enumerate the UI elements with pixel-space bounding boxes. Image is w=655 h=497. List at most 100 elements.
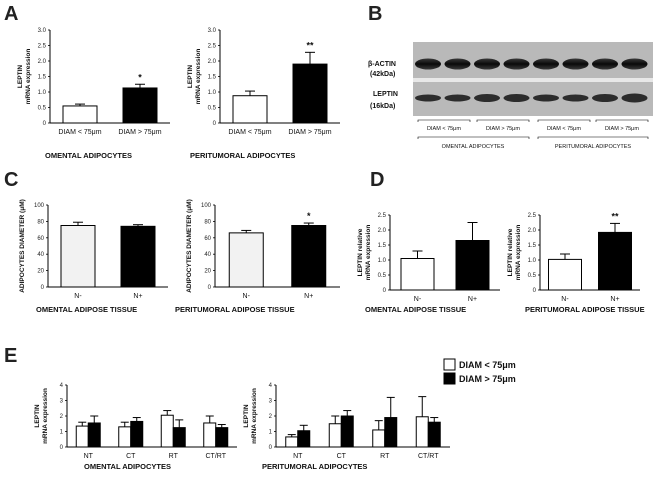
x-tick-label: CT/RT xyxy=(418,453,439,460)
y-axis-label: ADIPOCYTES DIAMETER (μM) xyxy=(186,199,193,293)
y-tick-label: 2.5 xyxy=(528,213,537,219)
y-tick-label: 2 xyxy=(269,414,273,420)
legend: DIAM < 75μm DIAM > 75μm xyxy=(443,358,516,385)
x-tick-label: NT xyxy=(84,453,94,460)
leptin-band xyxy=(533,94,559,102)
y-tick-label: 1.0 xyxy=(208,90,217,96)
y-tick-label: 20 xyxy=(37,269,44,275)
y-tick-label: 0.5 xyxy=(208,106,217,112)
y-tick-label: 40 xyxy=(37,252,44,258)
y-tick-label: 60 xyxy=(204,236,211,242)
y-tick-label: 1.5 xyxy=(208,75,217,81)
bar xyxy=(291,225,327,288)
y-axis-label-line: mRNA expression xyxy=(25,49,32,105)
y-tick-label: 2.0 xyxy=(208,59,217,65)
lane-label: DIAM > 75μm xyxy=(486,126,520,132)
y-axis-label-line: LEPTIN xyxy=(187,65,194,88)
bar xyxy=(427,421,441,448)
y-tick-label: 3 xyxy=(60,399,64,405)
lane-label: DIAM > 75μm xyxy=(605,126,639,132)
x-tick-label: RT xyxy=(169,453,179,460)
significance-marker: * xyxy=(307,211,311,221)
bar xyxy=(292,63,328,124)
x-tick-label: DIAM > 75μm xyxy=(288,129,331,136)
y-tick-label: 2.0 xyxy=(38,59,47,65)
y-axis-label: LEPTIN relativemRNA expression xyxy=(357,225,372,281)
legend-label-large: DIAM > 75μm xyxy=(459,374,516,384)
leptin-band xyxy=(562,94,589,102)
chart-caption: PERITUMORAL ADIPOSE TISSUE xyxy=(175,305,295,314)
x-tick-label: N- xyxy=(414,296,422,303)
y-tick-label: 60 xyxy=(37,236,44,242)
x-tick-label: N- xyxy=(561,296,569,303)
y-axis-label-line: LEPTIN xyxy=(17,65,24,88)
y-tick-label: 20 xyxy=(204,269,211,275)
y-tick-label: 2.5 xyxy=(38,44,47,50)
y-tick-label: 0 xyxy=(208,285,212,291)
leptin-band xyxy=(592,94,618,102)
y-axis-label-line: LEPTIN xyxy=(34,404,41,427)
actin-band xyxy=(592,58,618,70)
bar xyxy=(75,425,89,448)
y-tick-label: 0 xyxy=(213,121,217,127)
bar xyxy=(598,231,632,291)
bar xyxy=(160,414,174,448)
y-tick-label: 100 xyxy=(34,203,45,209)
y-tick-label: 80 xyxy=(204,219,211,225)
chart-caption: OMENTAL ADIPOSE TISSUE xyxy=(365,305,466,314)
group-bracket xyxy=(537,136,649,139)
bar xyxy=(215,427,229,448)
y-axis-label-line: ADIPOCYTES DIAMETER (μM) xyxy=(19,199,26,293)
blot-label-leptin-kda: (16kDa) xyxy=(370,103,395,110)
x-tick-label: CT/RT xyxy=(206,453,227,460)
chart-e1: 0 1 2 3 4 LEPTINmRNA expression NT CT RT CT/RT OME… xyxy=(34,383,237,471)
blot-label-actin: β-ACTIN xyxy=(368,61,396,68)
blot-separator xyxy=(413,78,653,82)
x-tick-label: DIAM < 75μm xyxy=(58,129,101,136)
chart-caption: OMENTAL ADIPOCYTES xyxy=(84,462,171,471)
western-blot: β-ACTIN (42kDa) LEPTIN (16kDa) DIAM < 75… xyxy=(368,42,653,150)
bar xyxy=(415,416,429,448)
panel-letter-d: D xyxy=(370,169,384,191)
panel-letter-a: A xyxy=(4,3,18,25)
y-tick-label: 1 xyxy=(269,430,273,436)
bar xyxy=(340,415,354,448)
y-tick-label: 0 xyxy=(60,445,64,451)
x-tick-label: N+ xyxy=(133,293,142,300)
y-axis-label-line: mRNA expression xyxy=(195,49,202,105)
lane-bracket xyxy=(595,119,649,122)
y-tick-label: 3.0 xyxy=(38,28,47,34)
x-tick-label: DIAM > 75μm xyxy=(118,129,161,136)
y-tick-label: 0 xyxy=(41,285,45,291)
bar xyxy=(297,430,311,448)
bar xyxy=(232,95,268,124)
y-tick-label: 4 xyxy=(269,383,273,389)
bar xyxy=(285,436,299,448)
y-tick-label: 0 xyxy=(383,288,387,294)
y-tick-label: 4 xyxy=(60,383,64,389)
y-tick-label: 80 xyxy=(37,219,44,225)
y-tick-label: 1.5 xyxy=(378,243,387,249)
actin-band xyxy=(415,58,441,70)
y-tick-label: 3 xyxy=(269,399,273,405)
x-tick-label: NT xyxy=(293,453,303,460)
leptin-band xyxy=(621,93,648,103)
y-axis-label-line: mRNA expression xyxy=(42,388,49,444)
panel-letter-e: E xyxy=(4,345,17,367)
x-tick-label: RT xyxy=(380,453,390,460)
y-tick-label: 0.5 xyxy=(38,106,47,112)
y-axis-label: LEPTINmRNA expression xyxy=(187,49,202,105)
significance-marker: ** xyxy=(306,40,314,50)
y-axis-label: LEPTINmRNA expression xyxy=(17,49,32,105)
y-axis-label: LEPTIN relativemRNA expression xyxy=(507,225,522,281)
y-tick-label: 40 xyxy=(204,252,211,258)
x-tick-label: CT xyxy=(337,453,347,460)
bar xyxy=(122,87,158,124)
legend-swatch-small xyxy=(443,358,456,371)
lane-label: DIAM < 75μm xyxy=(547,126,581,132)
bar xyxy=(400,258,435,291)
bar xyxy=(328,423,342,448)
significance-marker: ** xyxy=(611,211,619,221)
y-tick-label: 2.5 xyxy=(208,44,217,50)
y-axis-label-line: ADIPOCYTES DIAMETER (μM) xyxy=(186,199,193,293)
